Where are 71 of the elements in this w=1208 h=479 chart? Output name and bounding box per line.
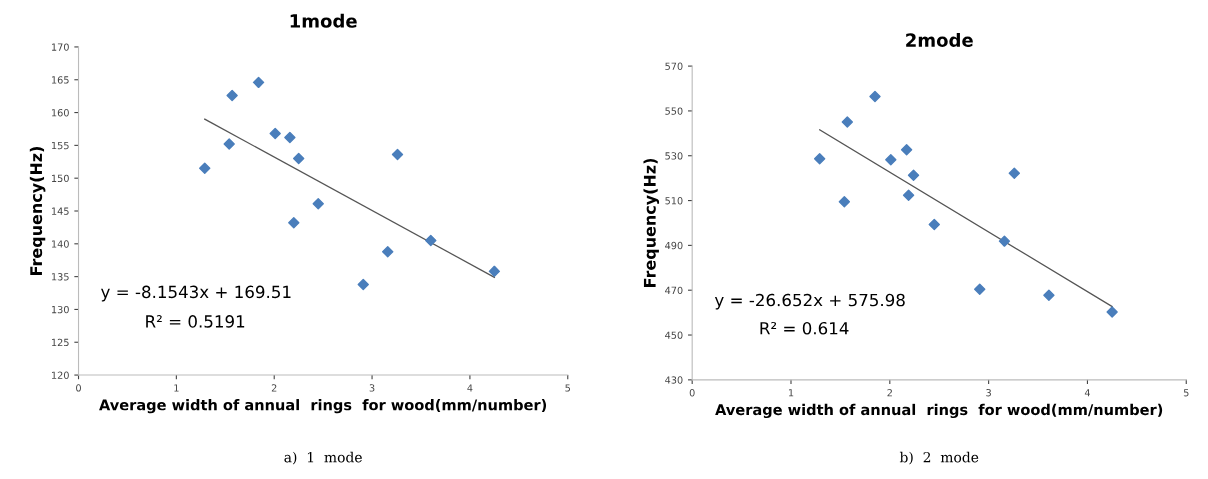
point <box>869 90 881 103</box>
x-tick-label: 2 <box>271 384 277 392</box>
point <box>1043 289 1055 301</box>
y-tick-label: 450 <box>665 331 683 339</box>
point <box>312 198 324 210</box>
point <box>841 116 854 128</box>
point <box>199 162 211 175</box>
x-tick-label: 3 <box>986 389 991 397</box>
x-tick-label: 0 <box>76 384 81 392</box>
chart-title: 2mode <box>906 32 973 47</box>
x-axis-title: Average width of annual rings for wood(mm/number) <box>99 399 547 414</box>
point <box>269 127 281 140</box>
y-tick-label: 530 <box>665 152 683 160</box>
y-tick-label: 160 <box>52 109 69 117</box>
point <box>292 152 305 165</box>
y-tick-label: 165 <box>52 76 69 84</box>
point <box>488 265 501 278</box>
point <box>928 218 940 231</box>
y-tick-label: 150 <box>52 174 69 183</box>
point <box>391 148 404 161</box>
y-tick-label: 570 <box>665 62 683 70</box>
point <box>226 89 238 102</box>
y-tick-label: 550 <box>665 107 683 115</box>
x-tick-label: 1 <box>174 384 179 392</box>
point <box>252 76 265 89</box>
point <box>1106 306 1118 318</box>
point <box>382 245 394 258</box>
y-tick-label: 490 <box>665 241 683 250</box>
point <box>902 189 915 201</box>
x-tick-label: 2 <box>887 389 892 397</box>
y-tick-label: 130 <box>52 305 69 314</box>
y-tick-label: 170 <box>52 43 69 51</box>
x-tick-label: 1 <box>788 389 794 397</box>
x-tick-label: 4 <box>1084 389 1090 397</box>
point <box>223 138 235 150</box>
x-tick-label: 3 <box>369 384 375 392</box>
point <box>357 278 369 291</box>
point <box>907 169 920 181</box>
annotation: R² = 0.614 <box>760 321 849 335</box>
y-tick-label: 510 <box>665 197 683 205</box>
point <box>813 152 826 165</box>
chart-title: 1mode <box>290 13 357 28</box>
text: b) 2 mode <box>899 451 979 465</box>
x-axis-title: Average width of annual rings for wood(mm/number) <box>715 403 1163 419</box>
point <box>838 195 851 208</box>
y-tick-label: 135 <box>52 273 69 281</box>
y-tick-label: 120 <box>52 371 69 379</box>
y-tick-label: 470 <box>665 286 683 295</box>
point <box>900 143 913 156</box>
y-axis-title: Frequency(Hz) <box>29 147 46 275</box>
point <box>998 235 1011 247</box>
point <box>288 217 300 229</box>
annotation: y = -8.1543x + 169.51 <box>101 285 291 302</box>
y-tick-label: 145 <box>52 207 69 215</box>
point <box>425 234 437 247</box>
x-tick-label: 5 <box>565 384 570 392</box>
y-tick-label: 430 <box>665 376 683 384</box>
x-tick-label: 4 <box>467 384 473 392</box>
y-tick-label: 140 <box>52 240 69 248</box>
y-tick-label: 155 <box>52 141 69 150</box>
point <box>885 154 897 166</box>
y-axis-title: Frequency(Hz) <box>643 158 660 287</box>
point <box>284 131 296 144</box>
annotation: y = -26.652x + 575.98 <box>714 293 905 310</box>
y-tick-label: 125 <box>52 338 69 347</box>
point <box>974 283 986 296</box>
point <box>1008 167 1021 179</box>
text: a) 1 mode <box>284 451 362 465</box>
x-tick-label: 0 <box>689 389 695 397</box>
x-tick-label: 5 <box>1183 389 1189 397</box>
annotation: R² = 0.5191 <box>146 315 245 328</box>
